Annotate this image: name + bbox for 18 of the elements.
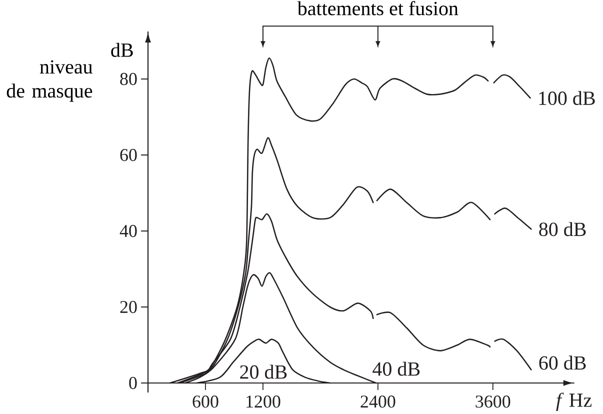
series-label: 40 dB <box>372 362 420 376</box>
y-tick-label: 20 <box>120 300 137 314</box>
text: dB <box>111 42 133 57</box>
x-tick-label: 3600 <box>476 396 510 408</box>
text: battements et fusion <box>297 1 458 16</box>
y-axis-title: niveau de masque <box>6 60 92 102</box>
series-label: 100 dB <box>539 90 595 106</box>
x-tick-label: 2400 <box>360 396 396 408</box>
y-tick-label: 40 <box>120 224 137 238</box>
y-tick-label: 80 <box>120 72 137 86</box>
series-label: 60 dB <box>539 356 586 370</box>
series-label: 20 dB <box>240 364 287 379</box>
y-tick-label: 60 <box>120 148 137 162</box>
y-tick-label: 0 <box>129 376 137 390</box>
x-tick-label: 600 <box>192 396 218 408</box>
x-tick-label: 1200 <box>246 396 280 408</box>
x-axis-title: f Hz <box>556 392 592 412</box>
series-label: 80 dB <box>539 222 586 236</box>
